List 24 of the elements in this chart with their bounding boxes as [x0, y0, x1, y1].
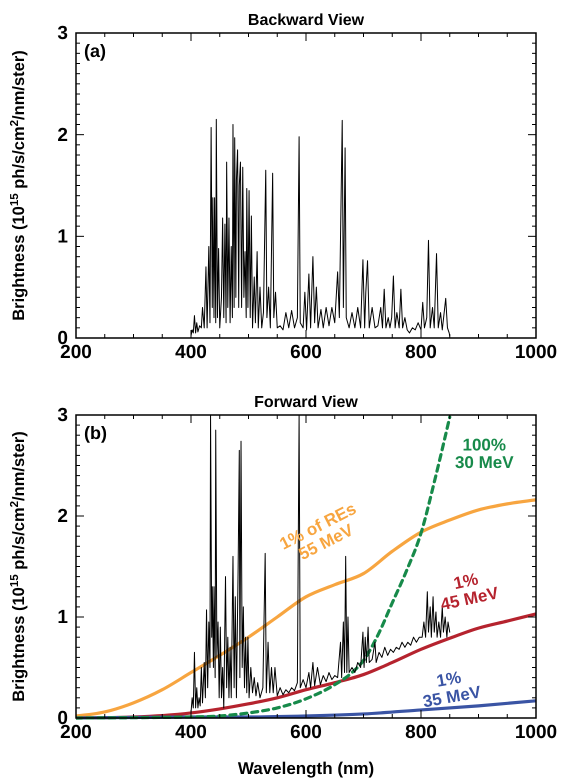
- x-tick-label: 600: [290, 722, 322, 744]
- y-tick-label: 3: [57, 23, 68, 44]
- x-tick-label: 1000: [514, 722, 558, 744]
- x-tick-label: 600: [290, 342, 322, 364]
- chart-title: Backward View: [248, 12, 365, 29]
- y-tick-label: 3: [57, 405, 68, 426]
- y-tick-label: 2: [57, 124, 68, 146]
- x-tick-label: 400: [175, 342, 207, 364]
- text: 1% 45 MeV: [438, 569, 501, 614]
- text: 1% 35 MeV: [421, 668, 484, 712]
- x-tick-label: 1000: [514, 342, 558, 364]
- x-tick-label: 800: [405, 722, 437, 744]
- annotation: (a): [84, 41, 106, 61]
- text: 1% of REs 55 MeV: [276, 498, 360, 564]
- series-label: 100% 30 MeV: [454, 435, 514, 472]
- x-tick-label: 800: [405, 342, 437, 364]
- annotation: (b): [84, 423, 107, 443]
- line-series: [76, 498, 536, 718]
- y-tick-label: 2: [57, 506, 68, 528]
- y-tick-label: 1: [57, 226, 68, 248]
- x-tick-label: 400: [175, 722, 207, 744]
- x-axis-title: Wavelength (nm): [238, 759, 374, 778]
- y-tick-label: 1: [57, 607, 68, 628]
- chart-title: Forward View: [254, 394, 358, 411]
